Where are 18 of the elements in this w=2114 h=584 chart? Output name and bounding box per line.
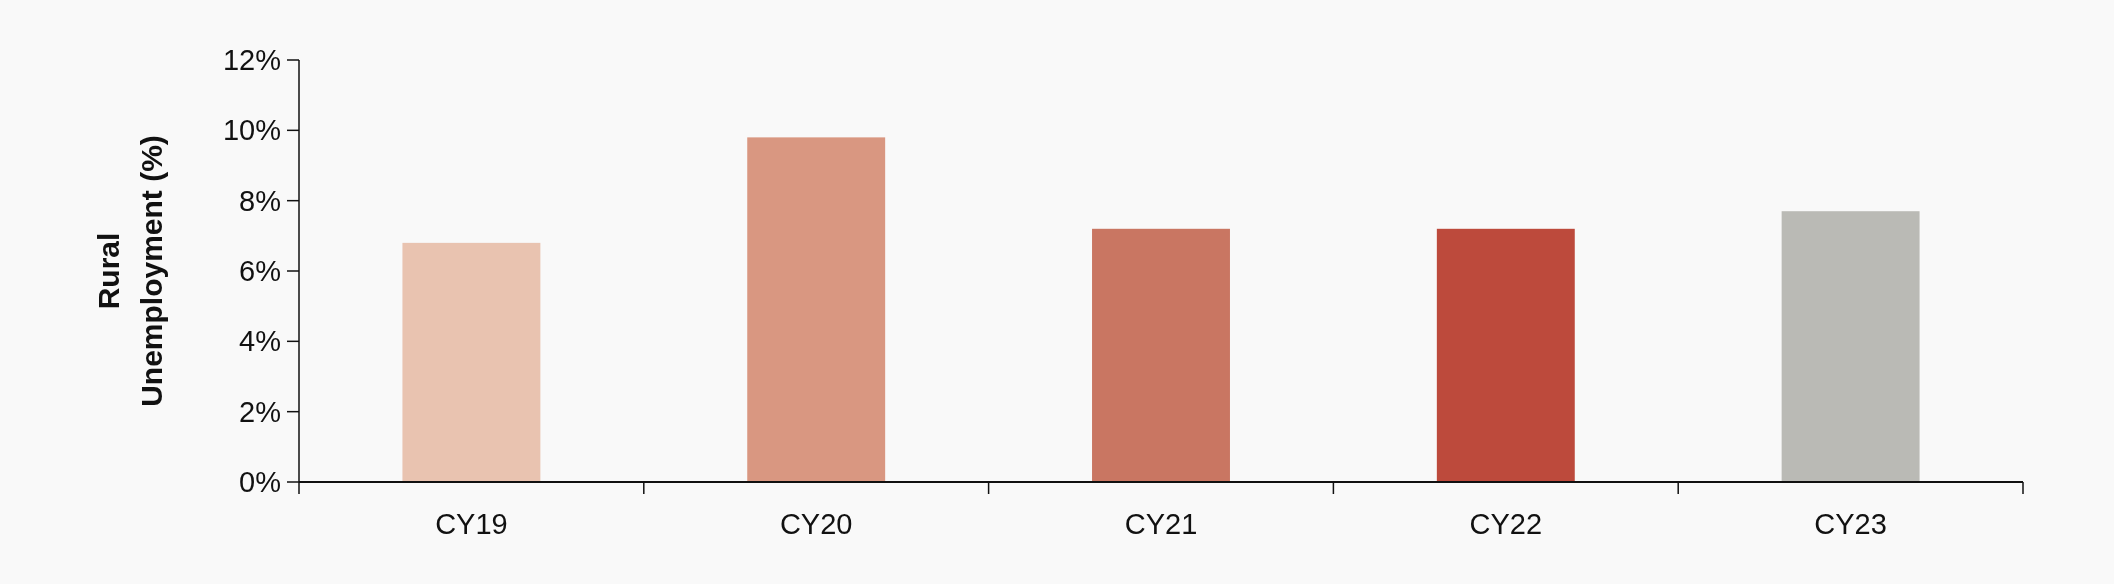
x-tick-label: CY22: [1469, 508, 1543, 540]
bar: [1436, 228, 1575, 482]
bar: [747, 137, 886, 482]
bar: [402, 242, 541, 482]
bar: [1781, 211, 1920, 482]
x-tick-label: CY19: [435, 508, 508, 540]
y-tick-label: 12%: [222, 44, 281, 77]
x-tick-label: CY23: [1814, 508, 1887, 540]
bar: [1092, 228, 1230, 482]
y-tick-label: 4%: [239, 325, 281, 358]
y-tick-label: 0%: [239, 466, 281, 499]
y-axis-title: Rural Unemployment (%): [91, 135, 168, 407]
y-tick-label: 2%: [239, 395, 281, 428]
y-tick-label: 8%: [239, 184, 281, 217]
x-tick-label: CY20: [779, 508, 853, 540]
y-tick-label: 6%: [239, 255, 281, 288]
y-tick-label: 10%: [222, 114, 281, 147]
x-tick-label: CY21: [1124, 508, 1198, 540]
